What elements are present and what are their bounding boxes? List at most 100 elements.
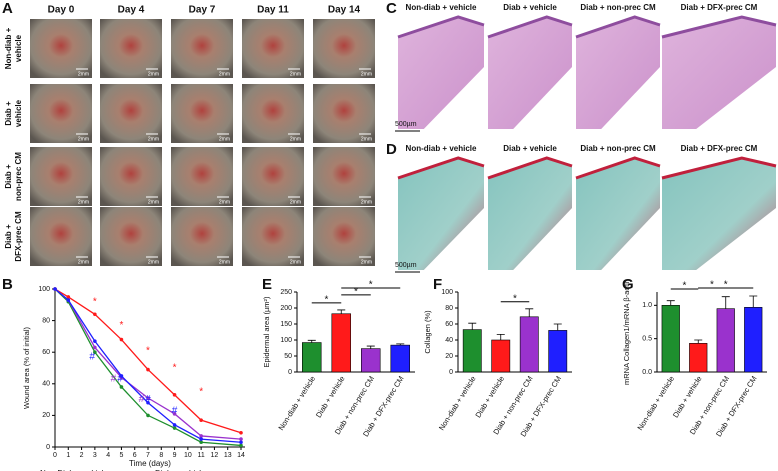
- x-tick-label: Diab + vehicle: [314, 374, 347, 419]
- x-tick-label: 3: [93, 452, 97, 459]
- bar: [716, 308, 735, 373]
- wound-photo: [242, 147, 304, 206]
- row-label: Diab +: [4, 101, 13, 126]
- data-point: [66, 295, 71, 299]
- data-point: [199, 437, 203, 441]
- panel-label: A: [2, 0, 13, 17]
- y-tick-label: 0: [449, 369, 453, 376]
- panel-label: B: [2, 276, 13, 293]
- data-point: [199, 418, 203, 422]
- wound-photo: [242, 84, 304, 143]
- data-point: [239, 437, 243, 441]
- scale-label: 2mm: [148, 136, 159, 142]
- significance-label: *: [354, 287, 358, 298]
- tissue-section: [576, 17, 660, 129]
- x-tick-label: 0: [53, 452, 57, 459]
- histology-header: Non-diab + vehicle: [406, 144, 477, 153]
- row-label: vehicle: [14, 99, 23, 127]
- y-tick-label: 60: [42, 349, 50, 356]
- bar: [661, 305, 680, 373]
- histology-header: Diab + DFX-prec CM: [681, 144, 758, 153]
- annotation: #: [111, 374, 117, 385]
- epidermis: [487, 156, 573, 180]
- scale-label: 500µm: [395, 121, 417, 128]
- histology-header: Diab + vehicle: [503, 144, 557, 153]
- bar: [744, 307, 763, 373]
- wound-photo: [171, 147, 233, 206]
- legend-label: Non-Diab + vehicle: [40, 469, 108, 471]
- epidermis: [575, 156, 661, 180]
- x-tick-label: 8: [159, 452, 163, 459]
- data-point: [146, 400, 150, 405]
- scale-label: 2mm: [78, 259, 89, 265]
- tissue-section: [662, 17, 776, 129]
- data-point: [119, 385, 124, 389]
- bar: [331, 313, 351, 373]
- scale-label: 2mm: [361, 136, 372, 142]
- epidermis: [397, 156, 485, 180]
- annotation: *: [146, 345, 150, 356]
- data-point: [172, 412, 177, 416]
- wound-photo: [313, 207, 375, 266]
- wound-photo: [242, 207, 304, 266]
- scale-label: 2mm: [361, 259, 372, 265]
- scale-label: 2mm: [148, 199, 159, 205]
- wound-photo: [100, 84, 162, 143]
- annotation: #: [139, 394, 145, 405]
- x-tick-label: Diab + vehicle: [473, 374, 506, 419]
- error-bar: [366, 345, 375, 349]
- scale-label: 2mm: [290, 199, 301, 205]
- x-tick-label: 4: [106, 452, 110, 459]
- tissue-section: [488, 17, 572, 129]
- bar: [689, 343, 708, 373]
- wound-photo: [30, 19, 92, 78]
- y-tick-label: 50: [284, 353, 292, 360]
- wound-photo: [30, 147, 92, 206]
- significance-label: *: [724, 280, 728, 291]
- data-point: [239, 440, 243, 445]
- data-point: [146, 367, 150, 372]
- scale-label: 2mm: [78, 71, 89, 77]
- tissue-section: [398, 158, 484, 270]
- bar: [361, 348, 381, 373]
- epidermis: [487, 15, 573, 39]
- scale-label: 2mm: [290, 136, 301, 142]
- series-line: [54, 288, 242, 447]
- x-tick-label: 12: [211, 452, 219, 459]
- annotation: *: [119, 320, 123, 331]
- error-bar: [666, 300, 675, 306]
- y-tick-label: 100: [441, 289, 453, 296]
- data-point: [239, 443, 243, 448]
- data-point: [119, 374, 124, 378]
- y-tick-label: 200: [280, 305, 292, 312]
- y-tick-label: 20: [42, 412, 50, 419]
- y-axis-label: Epidermal area (µm²): [262, 296, 271, 368]
- error-bar: [337, 309, 346, 314]
- data-point: [172, 393, 177, 397]
- error-bar: [496, 334, 505, 340]
- x-tick-label: 11: [198, 452, 205, 459]
- scale-label: 2mm: [148, 71, 159, 77]
- x-tick-label: 14: [237, 452, 245, 459]
- y-tick-label: 80: [42, 317, 50, 324]
- scale-label: 2mm: [219, 259, 230, 265]
- histology-header: Non-diab + vehicle: [406, 3, 477, 12]
- data-point: [172, 423, 177, 427]
- y-tick-label: 100: [38, 286, 50, 293]
- scale-label: 2mm: [78, 136, 89, 142]
- epidermis: [575, 15, 661, 39]
- x-tick-label: 7: [146, 452, 150, 459]
- legend-label: Diab + vehicle: [155, 469, 206, 471]
- error-bar: [525, 308, 534, 317]
- data-point: [199, 434, 203, 438]
- wound-photo: [30, 84, 92, 143]
- wound-photo: [313, 84, 375, 143]
- error-bar: [553, 323, 562, 331]
- y-tick-label: 60: [445, 321, 453, 328]
- y-tick-label: 1.0: [642, 302, 652, 309]
- tissue-section: [576, 158, 660, 270]
- scale-label: 2mm: [361, 71, 372, 77]
- error-bar: [721, 296, 730, 309]
- x-tick-label: 13: [224, 452, 232, 459]
